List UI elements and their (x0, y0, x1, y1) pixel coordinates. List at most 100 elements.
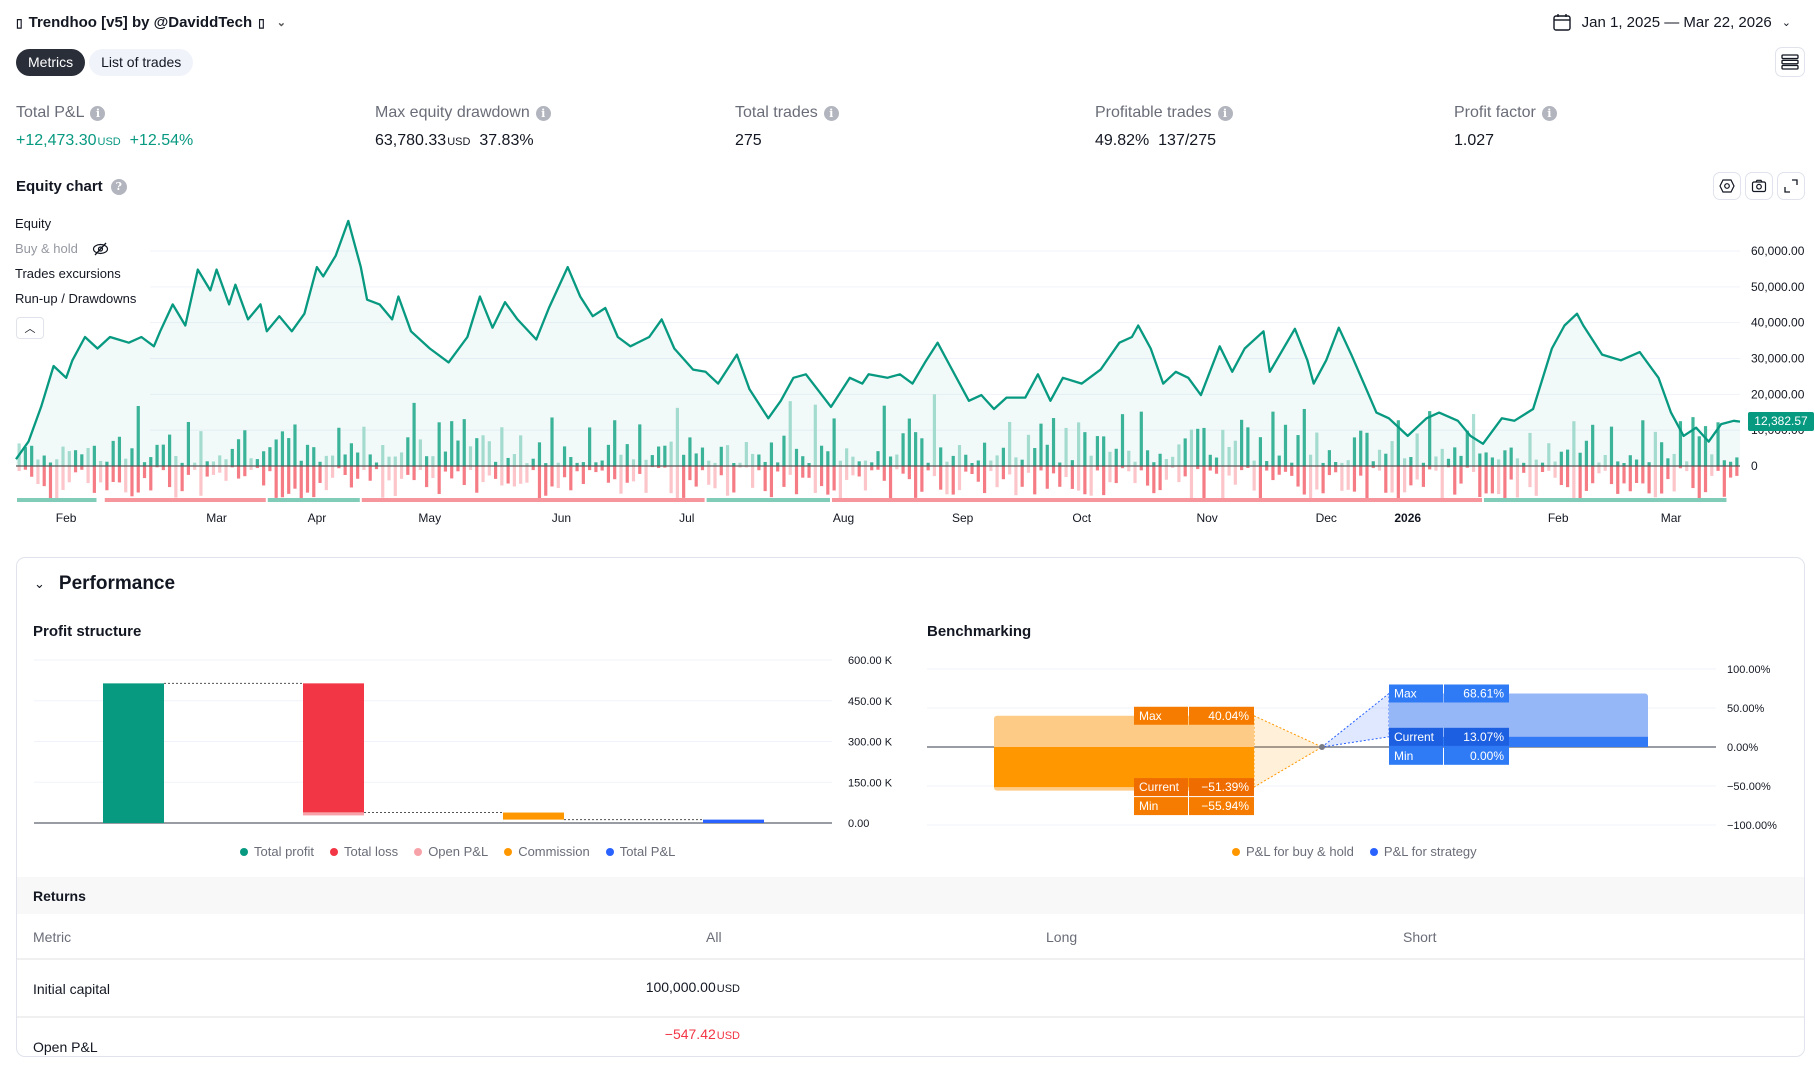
runup-bar (1559, 451, 1563, 466)
legend-label: Total profit (254, 844, 314, 859)
date-range-picker[interactable]: Jan 1, 2025 — Mar 22, 2026 ⌄ (1552, 12, 1791, 32)
equity-area (16, 220, 1740, 466)
runup-bar (1515, 458, 1520, 466)
info-icon[interactable]: i (90, 105, 106, 121)
metric-value: 1.027 (1454, 132, 1495, 149)
legend-item[interactable]: P&L for strategy (1369, 844, 1477, 859)
tag-label: Min (1139, 799, 1158, 813)
drawdown-bar (1145, 466, 1150, 486)
runup-bar (117, 436, 122, 466)
drawdown-bar (1703, 466, 1708, 493)
strategy-title[interactable]: ▯ Trendhoo [v5] by @DaviddTech ▯ ⌄ (16, 14, 286, 31)
metric-percent: 37.83% (479, 132, 534, 149)
collapse-legend-button[interactable]: ︿ (16, 317, 44, 339)
layout-menu-button[interactable] (1775, 47, 1805, 77)
chart-settings-button[interactable] (1713, 172, 1741, 200)
runup-bar (1634, 459, 1639, 466)
drawdown-bar (888, 466, 893, 499)
drawdown-bar (1265, 466, 1269, 471)
drawdown-bar (1666, 466, 1670, 480)
drawdown-bar (475, 466, 479, 493)
runup-bar (569, 457, 573, 466)
runup-bar (901, 433, 905, 466)
tab-metrics[interactable]: Metrics (16, 49, 86, 76)
drawdown-bar (638, 466, 642, 474)
fullscreen-button[interactable] (1777, 172, 1805, 200)
drawdown-bar (525, 466, 529, 483)
drawdown-bar (1403, 466, 1407, 493)
runup-bar (832, 418, 836, 466)
runup-bar (1453, 447, 1457, 466)
performance-toggle[interactable]: ⌄ Performance (34, 573, 175, 595)
legend-item[interactable]: Total loss (329, 844, 398, 859)
drawdown-bar (738, 466, 742, 468)
runup-bar (537, 442, 542, 466)
runup-bar (92, 445, 96, 466)
performance-title: Performance (58, 573, 176, 594)
runup-bar (280, 431, 285, 466)
legend-item[interactable]: Total profit (240, 844, 314, 859)
drawdown-bar (1409, 466, 1413, 486)
runup-bar (776, 462, 780, 466)
runup-bar (1691, 417, 1695, 466)
snapshot-button[interactable] (1745, 172, 1773, 200)
legend-item[interactable]: Total P&L (605, 844, 675, 859)
runup-bar (1271, 411, 1275, 466)
drawdown-bar (1026, 466, 1031, 473)
metric-total-pnl: Total P&L i +12,473.30USD +12.54% (16, 104, 193, 150)
legend-item[interactable]: Commission (504, 844, 590, 859)
info-icon[interactable]: i (1541, 105, 1557, 121)
info-icon[interactable]: i (535, 105, 551, 121)
runup-bar (801, 456, 805, 466)
legend-trades-excursions[interactable]: Trades excursions (15, 266, 121, 281)
drawdown-bar (845, 466, 849, 480)
eye-off-icon[interactable] (92, 242, 109, 256)
runup-bar (1139, 411, 1143, 466)
runup-bar (1246, 427, 1250, 466)
x-tick-label: 2026 (1394, 511, 1421, 525)
tab-list-of-trades[interactable]: List of trades (89, 49, 194, 76)
drawdown-bar (1120, 466, 1125, 469)
x-tick-label: Sep (952, 511, 974, 525)
runup-bar (1396, 420, 1400, 466)
drawdown-bar (719, 466, 723, 476)
info-icon[interactable]: i (1217, 105, 1233, 121)
legend-item[interactable]: P&L for buy & hold (1232, 844, 1354, 859)
runup-bar (613, 420, 617, 466)
runup-bar (393, 456, 397, 466)
legend-runup-drawdowns[interactable]: Run-up / Drawdowns (15, 291, 137, 306)
drawdown-bar (600, 466, 604, 471)
legend-equity[interactable]: Equity (15, 216, 52, 231)
runup-bar (1058, 462, 1062, 466)
strategy-fan (1320, 692, 1390, 748)
legend-buy-and-hold[interactable]: Buy & hold (15, 241, 109, 256)
runup-bar (1258, 437, 1263, 466)
drawdown-bar (199, 466, 203, 496)
help-icon[interactable]: ? (110, 178, 127, 195)
drawdown-bar (1277, 466, 1281, 475)
drawdown-bar (80, 466, 84, 470)
runup-bar (1584, 440, 1589, 466)
waterfall-bar-total-loss (303, 683, 364, 813)
drawdown-bar (1039, 466, 1043, 471)
y-tick-label: 0.00% (1727, 742, 1758, 754)
drawdown-bar (243, 466, 247, 477)
runup-bar (964, 454, 968, 466)
legend-item[interactable]: Open P&L (414, 844, 488, 859)
date-range-text: Jan 1, 2025 — Mar 22, 2026 (1581, 13, 1772, 31)
camera-icon (1751, 179, 1767, 193)
runup-bar (914, 432, 918, 466)
drawdown-bar (124, 466, 128, 493)
calendar-icon (1552, 14, 1571, 31)
info-icon[interactable]: i (823, 105, 839, 121)
drawdown-bar (1415, 466, 1419, 480)
drawdown-bar (725, 466, 730, 496)
runup-bar (1703, 426, 1708, 466)
runup-bar (349, 443, 353, 466)
runup-bar (512, 454, 516, 466)
drawdown-bar (688, 466, 692, 481)
runup-bar (1428, 411, 1432, 466)
runup-bar (826, 451, 830, 466)
runup-bar (1133, 461, 1137, 466)
drawdown-bar (111, 466, 115, 482)
